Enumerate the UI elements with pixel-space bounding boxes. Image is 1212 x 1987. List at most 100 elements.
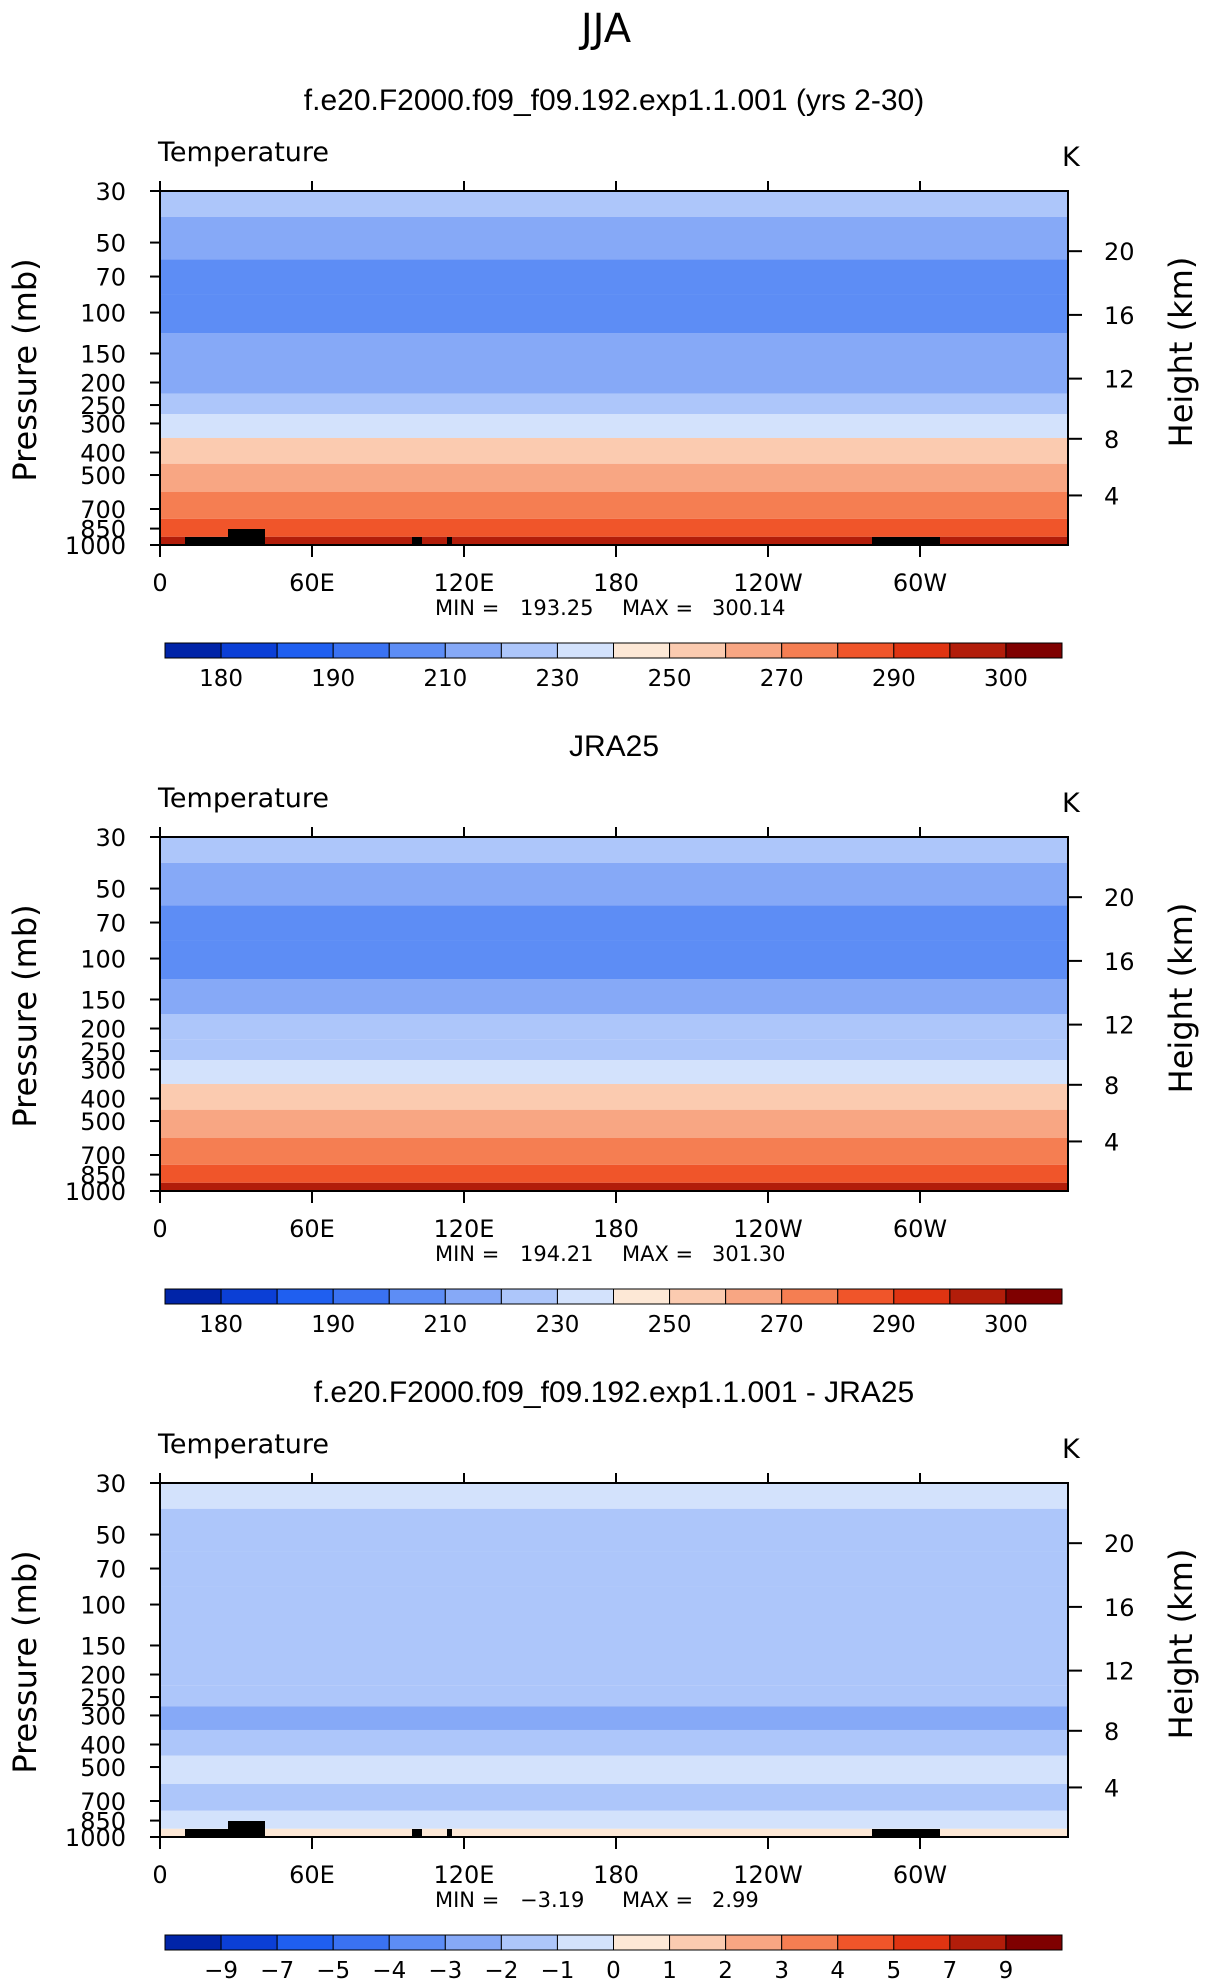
colorbar-swatch xyxy=(837,1288,895,1305)
max-label: MAX = xyxy=(622,596,693,620)
y-axis-title: Pressure (mb) xyxy=(6,258,44,481)
land-mask xyxy=(185,537,262,545)
height-tick-label: 20 xyxy=(1104,238,1135,266)
colorbar-tick-label: −2 xyxy=(484,1958,518,1984)
figure-title: JJA xyxy=(578,6,632,52)
colorbar-tick-label: −3 xyxy=(428,1958,462,1984)
chart-panel-1: f.e20.F2000.f09_f09.192.exp1.1.001 (yrs … xyxy=(6,84,1200,692)
level-band xyxy=(160,1164,1068,1183)
units-label: K xyxy=(1062,142,1081,173)
y-tick-label: 1000 xyxy=(65,1178,126,1206)
height-tick-label: 16 xyxy=(1104,302,1135,330)
land-mask xyxy=(412,1829,422,1837)
y-tick-label: 70 xyxy=(95,910,126,938)
y-axis-title: Pressure (mb) xyxy=(6,1550,44,1773)
level-band xyxy=(160,1083,1068,1110)
level-band xyxy=(160,1625,1068,1660)
colorbar-swatch xyxy=(1005,1288,1063,1305)
level-band xyxy=(160,1784,1068,1811)
x-tick-label: 0 xyxy=(152,569,167,597)
land-mask xyxy=(447,537,452,545)
x-tick-label: 180 xyxy=(593,1861,639,1889)
colorbar-swatch xyxy=(949,642,1007,659)
colorbar-swatch xyxy=(332,642,390,659)
y-tick-label: 50 xyxy=(95,1522,126,1550)
colorbar-tick-label: 210 xyxy=(423,1312,467,1338)
level-band xyxy=(160,463,1068,493)
colorbar-tick-label: −5 xyxy=(316,1958,350,1984)
colorbar-swatch xyxy=(781,1288,839,1305)
level-band xyxy=(160,393,1068,415)
variable-label: Temperature xyxy=(157,137,329,168)
y-tick-label: 300 xyxy=(80,410,126,438)
y-tick-label: 700 xyxy=(80,1788,126,1816)
y-tick-label: 850 xyxy=(80,1162,126,1190)
y-tick-label: 150 xyxy=(80,986,126,1014)
level-band xyxy=(160,1706,1068,1730)
colorbar-swatch xyxy=(164,1288,222,1305)
colorbar-swatch xyxy=(837,1934,895,1951)
colorbar-tick-label: 250 xyxy=(648,666,692,692)
colorbar-tick-label: 270 xyxy=(760,666,804,692)
colorbar-swatch xyxy=(388,642,446,659)
level-band xyxy=(160,1039,1068,1061)
min-label: MIN = xyxy=(435,1242,499,1266)
height-tick-label: 16 xyxy=(1104,1594,1135,1622)
level-band xyxy=(160,1483,1068,1509)
colorbar-swatch xyxy=(725,1288,783,1305)
level-band xyxy=(160,837,1068,863)
level-band xyxy=(160,1685,1068,1707)
y-axis-title: Pressure (mb) xyxy=(6,904,44,1127)
y-tick-label: 300 xyxy=(80,1056,126,1084)
height-tick-label: 8 xyxy=(1104,426,1119,454)
height-tick-label: 4 xyxy=(1104,1774,1119,1802)
x-tick-label: 60E xyxy=(289,1861,335,1889)
colorbar-tick-label: 210 xyxy=(423,666,467,692)
colorbar-swatch xyxy=(613,1288,671,1305)
colorbar-tick-label: 1 xyxy=(662,1958,677,1984)
level-band xyxy=(160,1729,1068,1756)
units-label: K xyxy=(1062,1434,1081,1465)
panel-title: f.e20.F2000.f09_f09.192.exp1.1.001 (yrs … xyxy=(304,84,924,117)
colorbar-swatch xyxy=(164,1934,222,1951)
y-tick-label: 250 xyxy=(80,1684,126,1712)
level-band xyxy=(160,437,1068,464)
level-band xyxy=(160,294,1068,334)
max-label: MAX = xyxy=(622,1242,693,1266)
y-tick-label: 150 xyxy=(80,340,126,368)
colorbar-tick-label: 290 xyxy=(872,1312,916,1338)
colorbar-tick-label: 0 xyxy=(606,1958,621,1984)
height-tick-label: 20 xyxy=(1104,1530,1135,1558)
colorbar-tick-label: 300 xyxy=(984,666,1028,692)
colorbar-swatch xyxy=(949,1288,1007,1305)
x-tick-label: 120W xyxy=(733,1215,803,1243)
colorbar-swatch xyxy=(893,1934,951,1951)
colorbar-swatch xyxy=(444,1934,502,1951)
colorbar-swatch xyxy=(613,642,671,659)
colorbar-tick-label: 180 xyxy=(199,666,243,692)
variable-label: Temperature xyxy=(157,783,329,814)
height-tick-label: 12 xyxy=(1104,366,1135,394)
x-tick-label: 60W xyxy=(893,569,947,597)
y-tick-label: 30 xyxy=(95,1470,126,1498)
min-label: MIN = xyxy=(435,596,499,620)
colorbar-swatch xyxy=(276,642,334,659)
land-mask xyxy=(185,1829,262,1837)
colorbar-swatch xyxy=(220,1288,278,1305)
panel-title: f.e20.F2000.f09_f09.192.exp1.1.001 - JRA… xyxy=(314,1376,914,1409)
x-tick-label: 120E xyxy=(434,569,495,597)
colorbar-swatch xyxy=(725,642,783,659)
y-tick-label: 400 xyxy=(80,439,126,467)
y-tick-label: 1000 xyxy=(65,1824,126,1852)
x-tick-label: 60E xyxy=(289,1215,335,1243)
colorbar-tick-label: 2 xyxy=(718,1958,733,1984)
colorbar-swatch xyxy=(444,642,502,659)
colorbar-tick-label: 5 xyxy=(886,1958,901,1984)
colorbar-swatch xyxy=(556,1288,614,1305)
colorbar-swatch xyxy=(276,1288,334,1305)
x-tick-label: 180 xyxy=(593,1215,639,1243)
x-tick-label: 60W xyxy=(893,1215,947,1243)
y-tick-label: 70 xyxy=(95,264,126,292)
